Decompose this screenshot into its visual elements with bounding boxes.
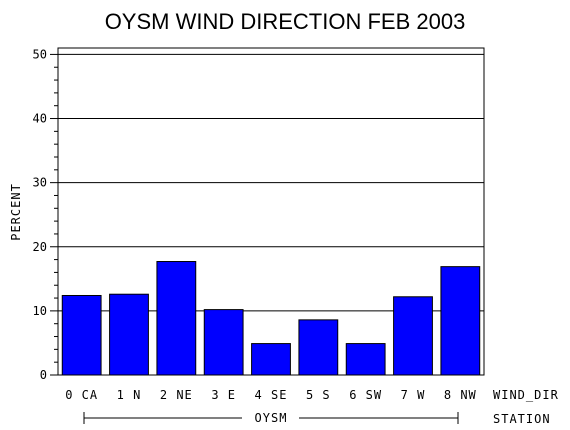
bar-5-s xyxy=(298,319,339,376)
gridlines xyxy=(58,53,484,312)
y-tick-label: 0 xyxy=(40,368,47,382)
bar-6-sw xyxy=(345,343,386,376)
x-tick-label: 4 SE xyxy=(255,388,288,402)
y-tick-label: 50 xyxy=(33,47,47,61)
bar-8-nw xyxy=(440,266,481,376)
group-label: OYSM xyxy=(255,411,288,425)
bar-3-e xyxy=(203,309,244,376)
x-tick-label: 8 NW xyxy=(444,388,477,402)
bar-0-ca xyxy=(61,294,102,376)
y-tick-label: 10 xyxy=(33,304,47,318)
x-tick-label: 5 S xyxy=(306,388,331,402)
x-tick-label: 7 W xyxy=(401,388,426,402)
x-axis-title: WIND_DIR xyxy=(493,388,559,402)
bar-1-n xyxy=(109,293,149,376)
y-tick-label: 40 xyxy=(33,112,47,126)
group-axis-title: STATION xyxy=(493,412,551,426)
x-tick-label: 2 NE xyxy=(160,388,193,402)
bar-7-w xyxy=(393,296,433,376)
bar-4-se xyxy=(251,343,291,376)
y-axis-title: PERCENT xyxy=(9,183,23,241)
plot-frame xyxy=(57,47,485,376)
x-tick-label: 1 N xyxy=(117,388,142,402)
x-tick-label: 0 CA xyxy=(65,388,98,402)
bars xyxy=(61,261,481,376)
y-tick-label: 30 xyxy=(33,176,47,190)
bar-2-ne xyxy=(156,261,197,376)
x-axis: 0 CA 1 N 2 NE 3 E 4 SE 5 S 6 SW 7 W 8 NW xyxy=(65,388,477,402)
y-axis: 0 10 20 30 40 50 xyxy=(33,47,58,382)
x-tick-label: 6 SW xyxy=(349,388,382,402)
chart-title: OYSM WIND DIRECTION FEB 2003 xyxy=(105,9,466,34)
y-tick-label: 20 xyxy=(33,240,47,254)
x-tick-label: 3 E xyxy=(211,388,236,402)
